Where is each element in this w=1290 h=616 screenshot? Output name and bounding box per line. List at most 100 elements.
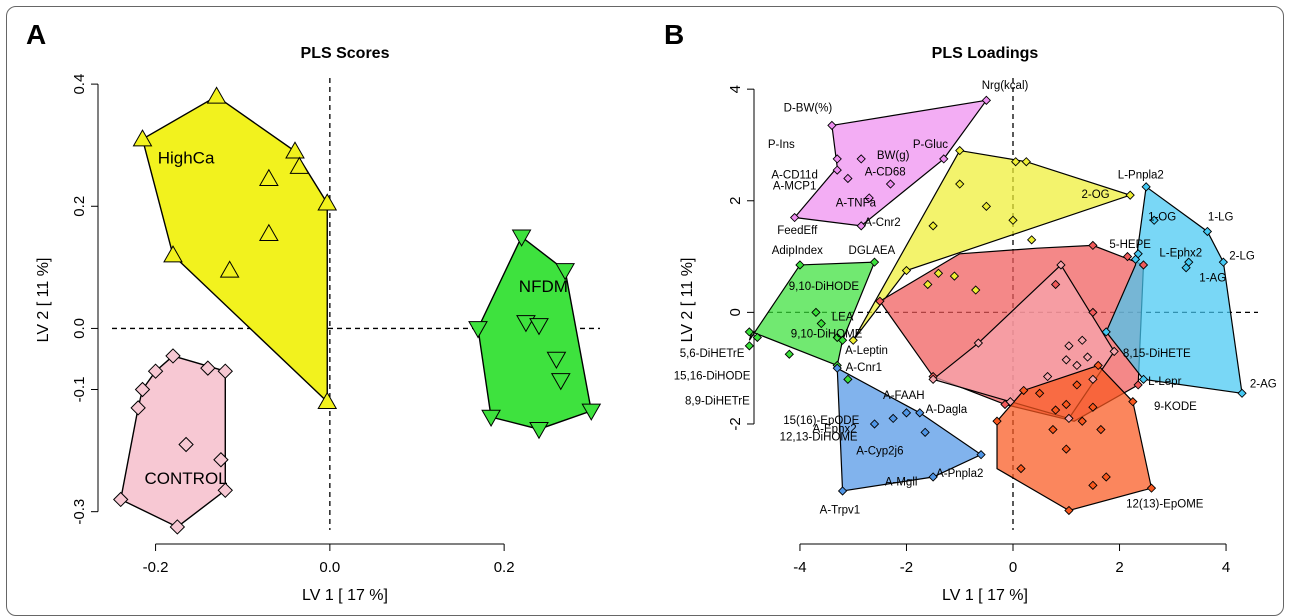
score-point bbox=[206, 86, 227, 104]
loading-point bbox=[752, 332, 762, 343]
loadings-y-tick-label: 2 bbox=[727, 197, 744, 205]
loading-point bbox=[955, 145, 965, 156]
loading-point bbox=[1056, 260, 1066, 270]
group-label-highca: HighCa bbox=[158, 149, 215, 168]
loading-point bbox=[885, 179, 896, 189]
loading-point bbox=[856, 154, 866, 164]
score-point bbox=[169, 519, 186, 535]
loading-point bbox=[875, 296, 885, 306]
loading-point bbox=[1146, 483, 1157, 493]
loading-point bbox=[816, 318, 826, 329]
loading-point bbox=[923, 279, 933, 290]
loading-point bbox=[981, 95, 992, 105]
loadings-x-tick-label: -2 bbox=[900, 559, 913, 576]
loading-point bbox=[1027, 235, 1037, 245]
score-point bbox=[581, 403, 602, 421]
score-point bbox=[213, 452, 229, 468]
loading-label: 9-KODE bbox=[1154, 401, 1197, 413]
scores-title: PLS Scores bbox=[301, 45, 390, 62]
group-label-control: CONTROL bbox=[145, 469, 228, 488]
scores-y-tick-label: 0.4 bbox=[71, 74, 88, 95]
score-point bbox=[217, 482, 233, 499]
loading-label: 8,9-DiHETrE bbox=[685, 395, 750, 407]
loading-label: A-MCP1 bbox=[773, 181, 816, 193]
loading-point bbox=[1138, 260, 1149, 270]
loading-label: L-Pnpla2 bbox=[1118, 169, 1164, 181]
score-point bbox=[130, 400, 146, 416]
loading-point bbox=[848, 335, 858, 345]
loading-point bbox=[1061, 399, 1071, 410]
loading-point bbox=[1050, 405, 1061, 415]
score-point bbox=[468, 321, 488, 339]
scores-x-tick-label: -0.2 bbox=[143, 559, 169, 576]
loading-point bbox=[1101, 472, 1111, 482]
score-point bbox=[219, 260, 240, 278]
loading-point bbox=[1133, 380, 1143, 390]
score-point bbox=[550, 373, 571, 391]
loading-point bbox=[1181, 263, 1191, 273]
pls-loadings-chart: PLS Loadings LV 1 [ 17 %] LV 2 [ 11 %] -… bbox=[674, 45, 1277, 604]
loading-point bbox=[971, 285, 981, 295]
loading-point bbox=[1141, 182, 1151, 192]
loading-point bbox=[928, 221, 938, 231]
loading-point bbox=[1072, 360, 1082, 371]
score-point bbox=[529, 421, 549, 440]
group-hull-nfdm bbox=[477, 235, 593, 430]
score-point bbox=[217, 363, 233, 379]
loading-point bbox=[1072, 380, 1082, 390]
loading-label: 2-LG bbox=[1229, 250, 1255, 262]
loading-label: D-BW(%) bbox=[784, 102, 833, 114]
loading-point bbox=[1096, 424, 1106, 435]
loading-label: 9,10-DiHODE bbox=[789, 281, 860, 293]
loading-label: DGLAEA bbox=[849, 245, 896, 257]
loading-point bbox=[976, 450, 986, 460]
loading-label: P-Ins bbox=[768, 139, 795, 151]
loading-point bbox=[1088, 480, 1098, 490]
loading-point bbox=[1019, 385, 1029, 396]
loading-point bbox=[1077, 416, 1087, 426]
loading-point bbox=[864, 193, 874, 203]
loading-point bbox=[1042, 371, 1053, 382]
loading-point bbox=[1122, 251, 1133, 262]
loading-point bbox=[901, 265, 912, 276]
loading-label: A-Cnr2 bbox=[864, 217, 900, 229]
loading-point bbox=[784, 349, 794, 359]
loading-label: A-CD11d bbox=[771, 169, 817, 181]
loading-point bbox=[1202, 226, 1213, 237]
loadings-x-tick-label: -4 bbox=[793, 559, 806, 576]
loading-label: 5,6-DiHETrE bbox=[680, 348, 745, 360]
loading-label: 8,15-DiHETE bbox=[1123, 348, 1191, 360]
loading-point bbox=[1034, 388, 1045, 398]
loading-point bbox=[955, 179, 965, 189]
loading-point bbox=[827, 120, 837, 131]
loading-point bbox=[1061, 444, 1071, 454]
loading-point bbox=[837, 335, 848, 345]
loading-point bbox=[789, 212, 800, 223]
score-point bbox=[285, 141, 305, 159]
loading-point bbox=[1218, 257, 1229, 267]
score-point bbox=[178, 436, 194, 453]
score-point bbox=[481, 409, 501, 428]
loading-label: A-Cnr1 bbox=[846, 362, 882, 374]
loading-point bbox=[1016, 463, 1026, 474]
loading-point bbox=[832, 363, 842, 373]
score-point bbox=[163, 245, 183, 263]
loading-point bbox=[1149, 215, 1159, 225]
loading-point bbox=[1138, 374, 1149, 384]
scores-x-axis-label: LV 1 [ 17 %] bbox=[302, 587, 388, 604]
loadings-y-tick-label: 0 bbox=[727, 308, 744, 316]
loading-point bbox=[869, 419, 880, 429]
loading-point bbox=[1088, 374, 1098, 384]
loading-point bbox=[1005, 397, 1015, 407]
loading-label: A-Trpv1 bbox=[820, 504, 860, 516]
loading-point bbox=[949, 271, 960, 281]
loading-point bbox=[1082, 352, 1093, 362]
loading-label: A-Cyp2j6 bbox=[856, 446, 903, 458]
loading-label: L-Lepr bbox=[1148, 376, 1181, 388]
loading-point bbox=[1088, 402, 1098, 412]
loading-point bbox=[744, 327, 754, 337]
loading-point bbox=[1128, 397, 1138, 407]
loading-label: P-Gluc bbox=[913, 139, 948, 151]
loading-point bbox=[920, 427, 930, 437]
